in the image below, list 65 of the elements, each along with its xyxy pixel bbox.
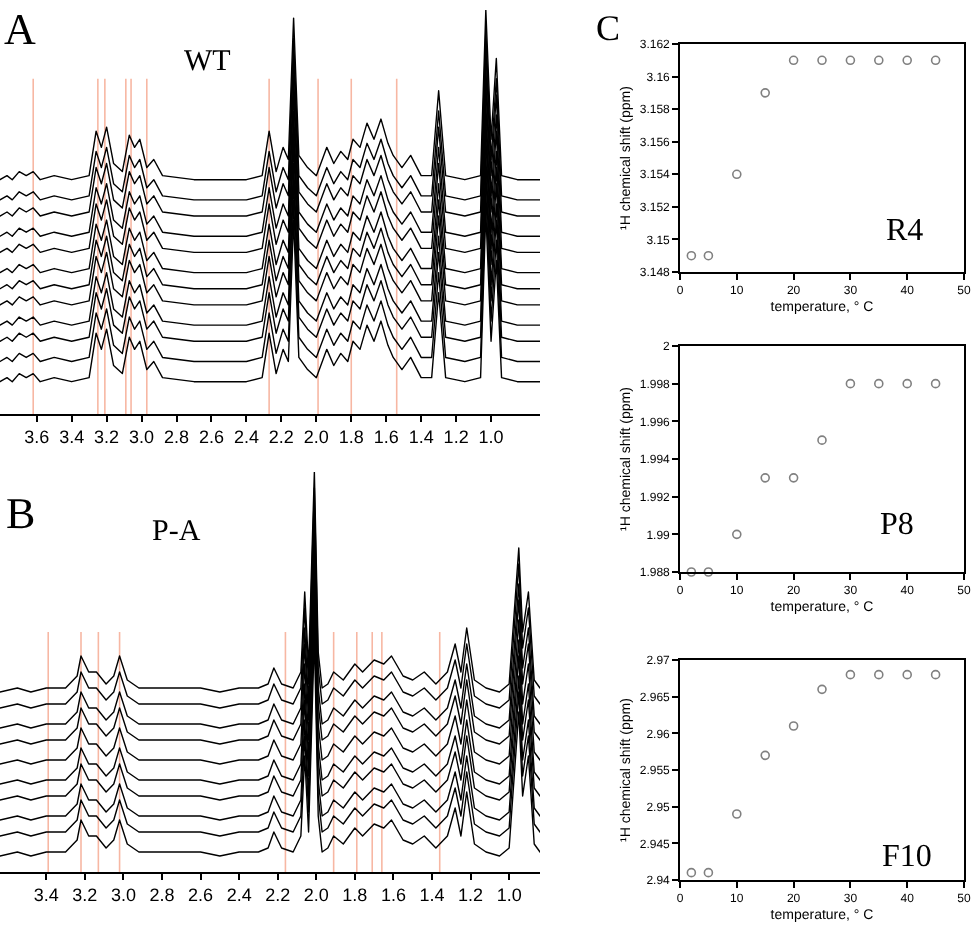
x-tick-label: 2.4 <box>226 885 252 906</box>
point <box>788 473 799 483</box>
point <box>760 88 770 98</box>
x-tick-label: 3.6 <box>24 427 50 448</box>
text: C <box>596 8 621 48</box>
point <box>874 378 884 389</box>
point <box>902 669 912 680</box>
annotation: P8 <box>880 508 914 542</box>
x-tick-label: 1.6 <box>380 885 406 906</box>
point <box>703 867 714 878</box>
text: P-A <box>152 516 201 548</box>
x-tick-label: 1.0 <box>478 427 504 448</box>
point <box>817 684 827 695</box>
x-tick-label: 2.6 <box>198 427 224 448</box>
x-tick-label: 2.4 <box>233 427 259 448</box>
point <box>845 669 856 680</box>
annotation: F10 <box>882 840 932 874</box>
point <box>874 55 884 66</box>
point <box>817 435 827 445</box>
point <box>703 567 714 577</box>
x-tick-label: 2.8 <box>163 427 190 448</box>
x-tick-label: 1.8 <box>338 427 364 448</box>
point <box>686 250 697 261</box>
x-tick-label: 3.2 <box>72 885 98 906</box>
point <box>930 55 941 66</box>
x-tick-label: 2.6 <box>188 885 214 906</box>
point <box>902 55 912 66</box>
x-tick-label: 2.2 <box>265 885 291 906</box>
x-tick-label: 1.0 <box>496 885 522 906</box>
x-tick-label: 1.2 <box>443 427 469 448</box>
point <box>817 55 827 66</box>
point <box>760 473 770 483</box>
point <box>845 55 856 66</box>
x-tick-label: 1.4 <box>408 427 434 448</box>
x-tick-label: 2.8 <box>149 885 175 906</box>
x-tick-label: 3.4 <box>33 885 59 906</box>
x-tick-label: 2.2 <box>268 427 294 448</box>
point <box>930 378 941 389</box>
point <box>788 55 799 66</box>
point <box>902 378 912 389</box>
point <box>874 669 884 680</box>
x-tick-label: 2.0 <box>303 885 329 906</box>
x-tick-label: 1.2 <box>458 885 484 906</box>
x-tick-label: 3.0 <box>129 427 155 448</box>
x-tick-label: 2.0 <box>303 427 329 448</box>
point <box>732 529 742 540</box>
point <box>788 721 799 731</box>
x-tick-label: 3.0 <box>110 885 136 906</box>
x-tick-label: 1.8 <box>342 885 368 906</box>
x-tick-label: 3.2 <box>94 427 120 448</box>
x-tick-label: 3.4 <box>59 427 85 448</box>
point <box>686 867 697 878</box>
point <box>930 669 941 680</box>
point <box>703 250 714 261</box>
x-tick-label: 1.4 <box>419 885 445 906</box>
annotation: R4 <box>886 214 924 248</box>
point <box>732 169 742 180</box>
point <box>845 378 856 389</box>
point <box>760 750 770 761</box>
text: WT <box>184 46 231 78</box>
annotation: B <box>6 488 36 538</box>
annotation: A <box>4 4 36 54</box>
point <box>732 809 742 819</box>
x-tick-label: 1.6 <box>373 427 399 448</box>
point <box>686 567 697 577</box>
